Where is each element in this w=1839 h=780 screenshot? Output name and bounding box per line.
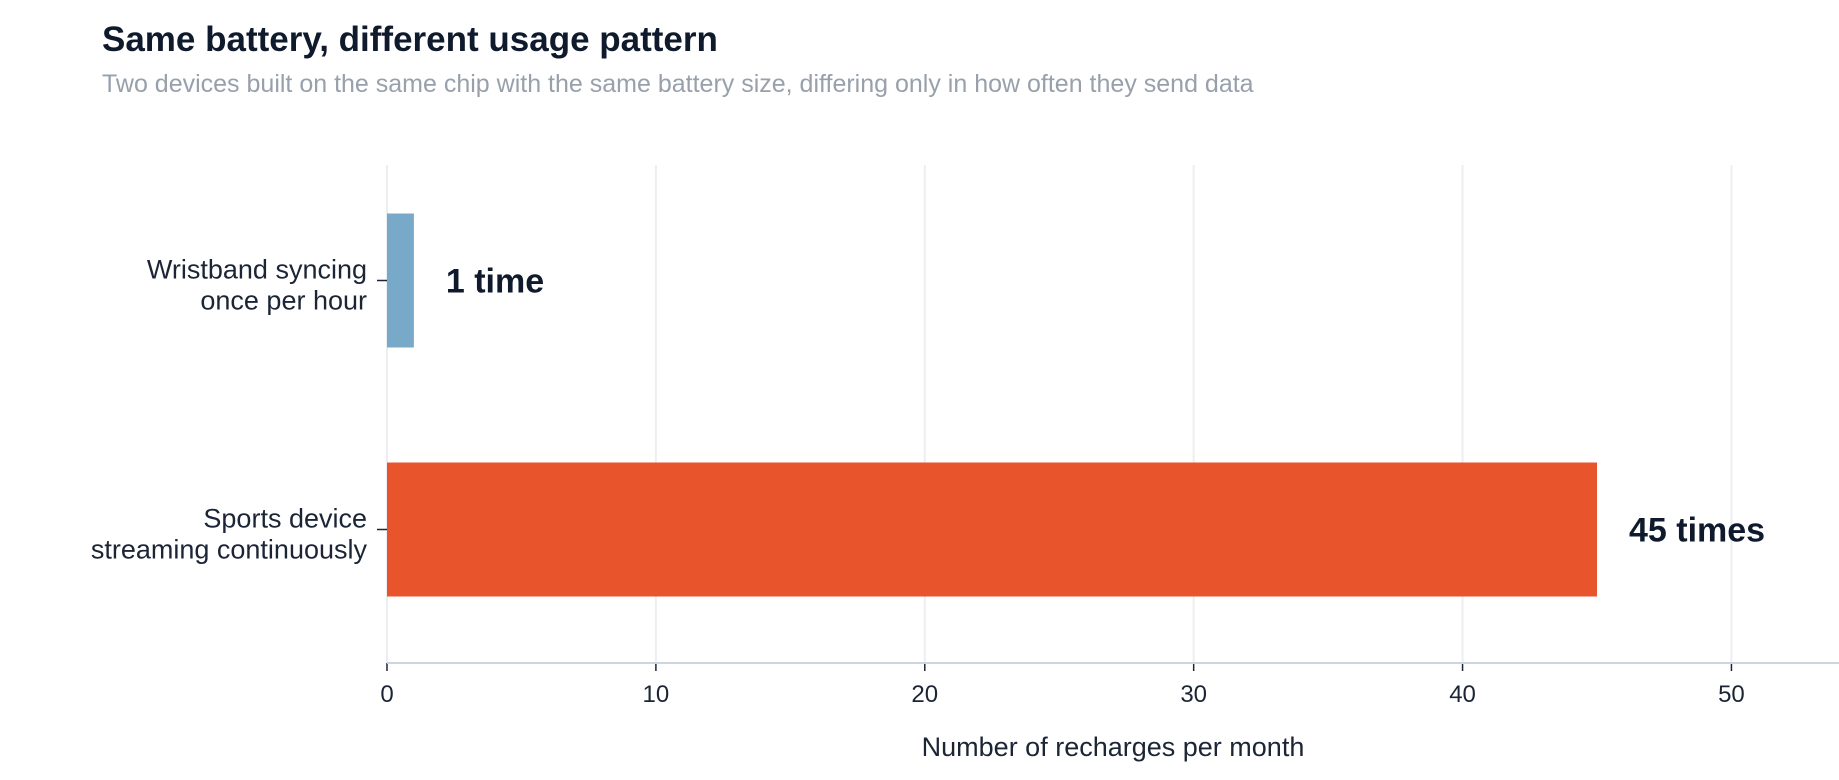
bar-2 xyxy=(387,462,1597,597)
x-tick-label: 10 xyxy=(643,681,670,708)
x-tick-label: 0 xyxy=(380,681,393,708)
x-tick-label: 50 xyxy=(1718,681,1745,708)
data-label-2: 45 times xyxy=(1629,512,1765,550)
labels: Wristband syncing once per hour 1 time Spor… xyxy=(91,255,1765,565)
x-axis-title: Number of recharges per month xyxy=(922,732,1305,762)
x-tick-label: 20 xyxy=(911,681,938,708)
x-tick-label: 40 xyxy=(1449,681,1476,708)
x-axis: 0 10 20 30 40 50 xyxy=(377,279,1839,708)
chart-subtitle: Two devices built on the same chip with … xyxy=(102,70,1254,98)
bars xyxy=(387,213,1597,597)
bar-1 xyxy=(387,213,414,348)
data-label-1: 1 time xyxy=(446,263,544,301)
x-tick-label: 30 xyxy=(1180,681,1207,708)
category-label-2: Sports device streaming continuously xyxy=(91,504,368,565)
chart-title: Same battery, different usage pattern xyxy=(102,20,718,59)
category-label-1: Wristband syncing once per hour xyxy=(147,255,367,316)
